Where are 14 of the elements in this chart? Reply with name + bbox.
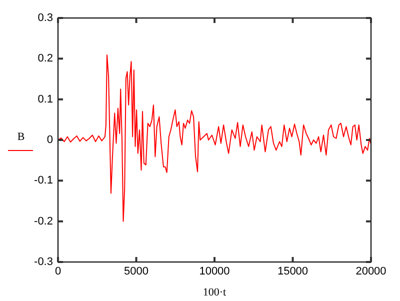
x-axis-title: 100·t [202,286,226,298]
y-tick-label: 0.3 [38,12,53,24]
y-tick-label: 0 [46,134,53,146]
y-tick-label: -0.3 [34,256,53,268]
y-axis-title: B [17,130,25,143]
x-tick-label: 15000 [277,266,308,278]
y-tick-label: -0.2 [34,215,53,228]
x-tick-label: 5000 [124,266,148,278]
x-tick-label: 20000 [356,266,386,278]
x-tick-label: 10000 [199,266,230,278]
y-tick-label: 0.2 [38,52,53,65]
y-tick-label: 0.1 [38,93,53,106]
y-tick-label: -0.1 [34,174,53,187]
x-tick-label: 0 [54,266,62,278]
